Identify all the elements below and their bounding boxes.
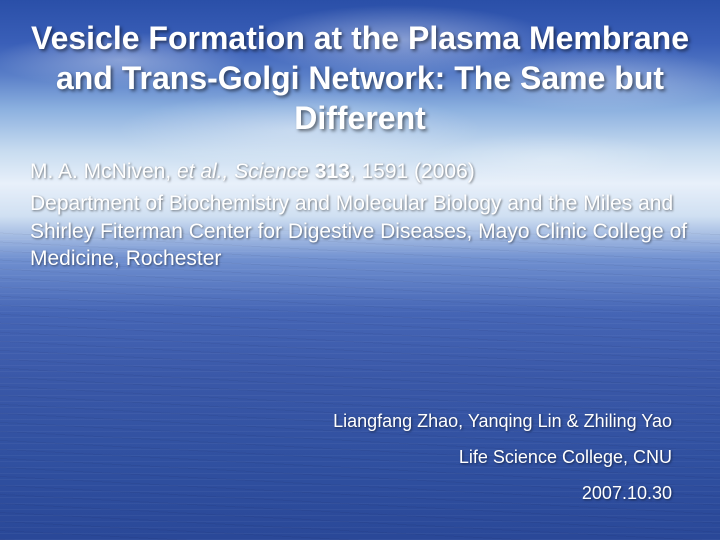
presenters-line: Liangfang Zhao, Yanqing Lin & Zhiling Ya…: [333, 412, 672, 430]
slide: Vesicle Formation at the Plasma Membrane…: [0, 0, 720, 540]
slide-content: Vesicle Formation at the Plasma Membrane…: [0, 0, 720, 272]
institution-line: Life Science College, CNU: [333, 448, 672, 466]
citation-rest: , 1591 (2006): [350, 160, 475, 183]
slide-footer: Liangfang Zhao, Yanqing Lin & Zhiling Ya…: [333, 394, 672, 502]
citation-volume: 313: [315, 160, 350, 183]
affiliation-text: Department of Biochemistry and Molecular…: [30, 190, 690, 272]
citation-author: M. A. McNiven,: [30, 160, 177, 183]
citation-line: M. A. McNiven, et al., Science 313, 1591…: [30, 158, 690, 186]
slide-title: Vesicle Formation at the Plasma Membrane…: [30, 18, 690, 138]
date-line: 2007.10.30: [333, 484, 672, 502]
citation-journal: et al., Science: [177, 160, 315, 183]
